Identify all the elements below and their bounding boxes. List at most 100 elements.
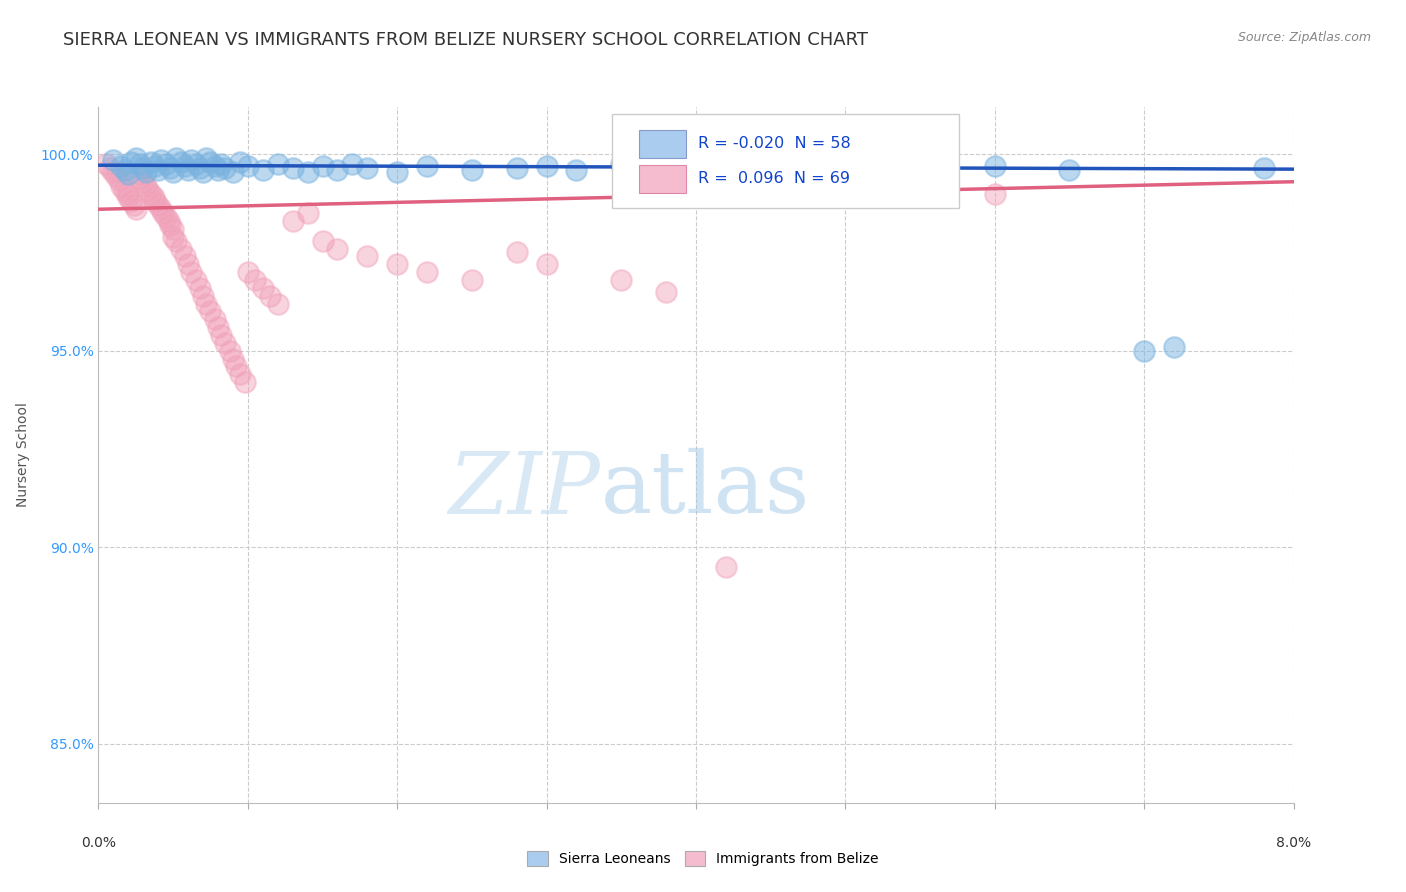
Point (236, 265, 259, 279)
Point (908, 178, 931, 193)
Point (759, 159, 782, 173)
Point (200, 155, 222, 169)
Point (233, 375, 256, 389)
Point (177, 257, 200, 271)
Point (150, 202, 173, 217)
Point (135, 165, 157, 179)
Point (128, 167, 150, 181)
Point (117, 167, 139, 181)
Point (155, 210, 177, 224)
Point (245, 273, 267, 287)
Point (165, 151, 187, 165)
Point (155, 157, 177, 171)
Point (177, 163, 200, 178)
Point (1253, 161, 1275, 175)
Point (219, 343, 242, 358)
Point (169, 242, 191, 256)
Point (655, 285, 678, 299)
Point (759, 178, 782, 193)
Point (610, 273, 633, 287)
Point (983, 159, 1005, 173)
Text: Source: ZipAtlas.com: Source: ZipAtlas.com (1237, 31, 1371, 45)
Point (834, 186, 856, 201)
Point (108, 173, 131, 187)
Point (655, 161, 678, 175)
Point (125, 151, 148, 165)
Point (311, 159, 333, 173)
Point (311, 234, 333, 248)
Point (356, 161, 378, 175)
Legend: Sierra Leoneans, Immigrants from Belize: Sierra Leoneans, Immigrants from Belize (522, 846, 884, 871)
Point (236, 159, 259, 173)
FancyBboxPatch shape (612, 114, 959, 208)
Point (194, 296, 217, 310)
Point (125, 202, 148, 217)
Point (222, 165, 245, 179)
Point (188, 161, 211, 175)
Point (129, 170, 152, 185)
Point (207, 320, 229, 334)
Point (506, 161, 529, 175)
Point (281, 214, 304, 228)
Point (159, 161, 181, 175)
Point (115, 186, 138, 201)
Point (143, 194, 166, 209)
Point (148, 163, 170, 178)
Point (136, 183, 159, 197)
Point (385, 165, 409, 179)
Point (110, 159, 132, 173)
Point (281, 161, 304, 175)
Point (1133, 343, 1156, 358)
Text: ZIP: ZIP (449, 449, 600, 531)
Point (416, 265, 439, 279)
Point (162, 229, 184, 244)
Point (326, 242, 349, 256)
FancyBboxPatch shape (638, 130, 686, 158)
Point (209, 328, 232, 343)
Point (188, 281, 211, 295)
Text: R = -0.020  N = 58: R = -0.020 N = 58 (699, 136, 851, 152)
Point (114, 163, 136, 178)
Point (983, 186, 1005, 201)
Point (132, 175, 155, 189)
Point (184, 157, 207, 171)
Point (117, 190, 139, 204)
Point (112, 183, 135, 197)
Point (162, 165, 184, 179)
Point (356, 249, 378, 263)
Point (148, 198, 170, 212)
Point (225, 359, 247, 374)
Point (139, 155, 162, 169)
Point (174, 159, 197, 173)
Point (1163, 340, 1185, 354)
Point (259, 289, 281, 303)
Text: 8.0%: 8.0% (1277, 836, 1310, 850)
Point (120, 155, 142, 169)
Point (326, 163, 349, 178)
Point (94, 157, 117, 171)
Point (135, 178, 157, 193)
Point (209, 157, 232, 171)
Point (143, 159, 166, 173)
Point (297, 165, 319, 179)
Point (714, 560, 737, 574)
Point (461, 273, 484, 287)
Point (184, 273, 207, 287)
Point (159, 218, 181, 232)
Point (200, 304, 222, 318)
Point (252, 281, 274, 295)
Point (416, 159, 439, 173)
Point (214, 335, 236, 350)
Point (610, 157, 633, 171)
Text: atlas: atlas (600, 448, 810, 532)
Point (252, 163, 274, 178)
Point (565, 163, 588, 178)
Point (908, 161, 931, 175)
Point (191, 165, 214, 179)
Point (98, 161, 122, 175)
Point (1059, 163, 1081, 178)
Point (229, 155, 252, 169)
FancyBboxPatch shape (638, 165, 686, 193)
Point (207, 163, 229, 178)
Point (169, 155, 191, 169)
